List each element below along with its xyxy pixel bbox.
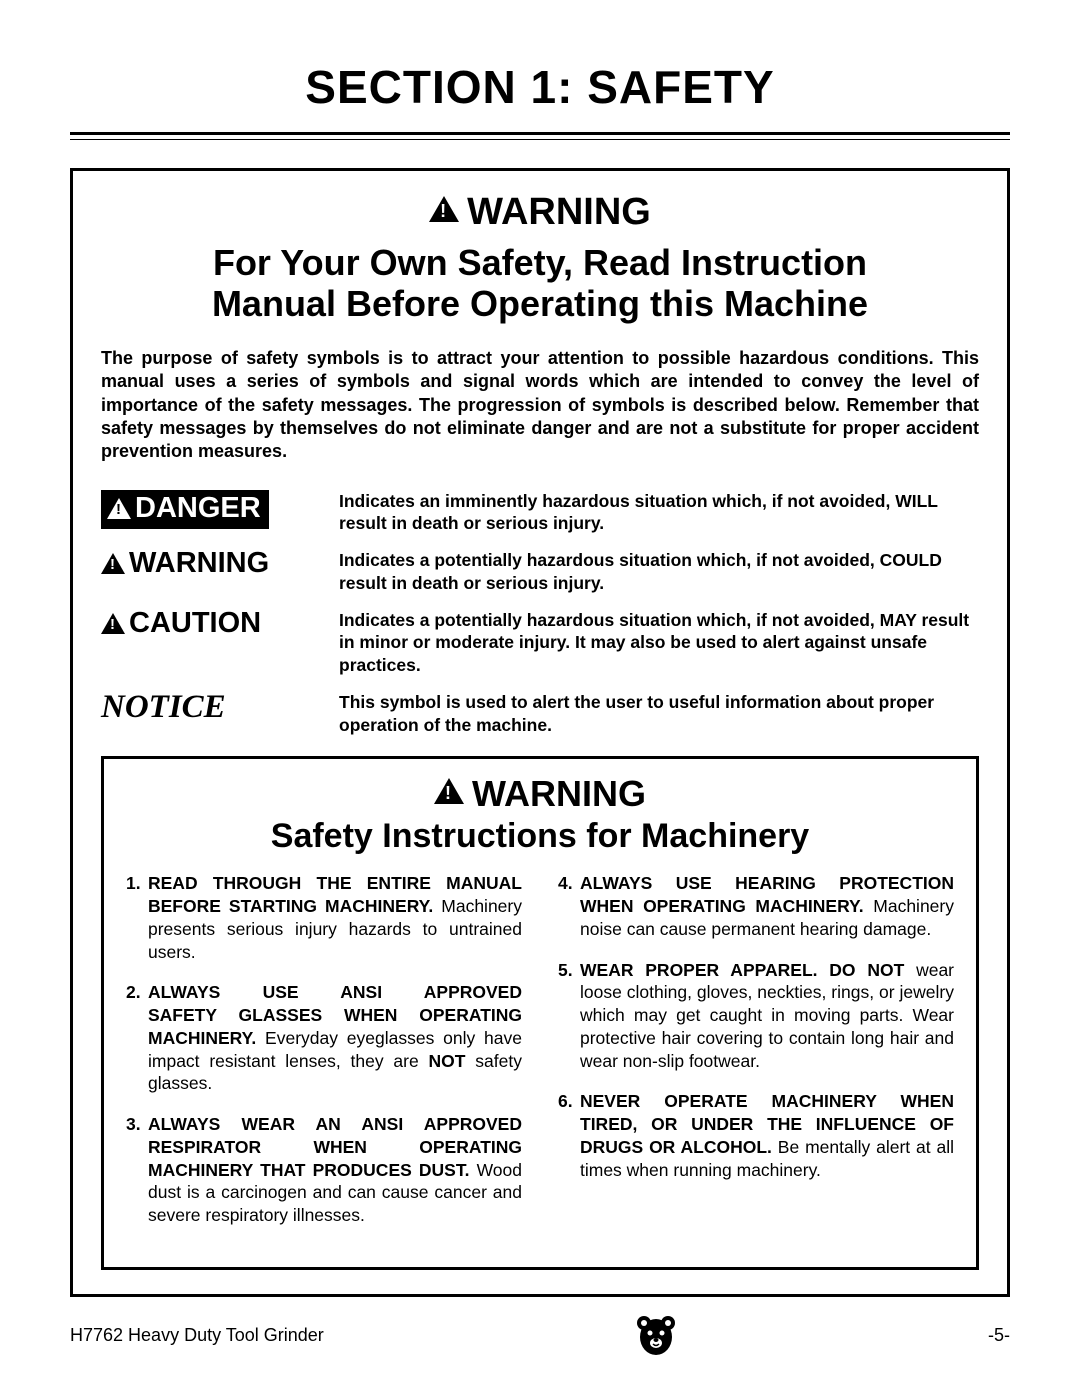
inst-title-line: MACHINERY THAT PRODUCES DUST. — [148, 1160, 469, 1180]
bear-logo-icon — [632, 1311, 680, 1359]
subhead-line2: Manual Before Operating this Machine — [101, 283, 979, 324]
symbol-row-caution: CAUTION Indicates a potentially hazardou… — [101, 609, 979, 677]
symbol-row-warning: WARNING Indicates a potentially hazardou… — [101, 549, 979, 595]
notice-desc: This symbol is used to alert the user to… — [339, 691, 979, 737]
page-footer: H7762 Heavy Duty Tool Grinder -5- — [70, 1311, 1010, 1359]
inst-title-line: SAFETY GLASSES WHEN OPERATING — [148, 1004, 522, 1027]
left-column: 1. READ THROUGH THE ENTIRE MANUAL BEFORE… — [126, 872, 522, 1245]
instructions-box: WARNING Safety Instructions for Machiner… — [101, 756, 979, 1270]
danger-desc: Indicates an imminently hazardous situat… — [339, 490, 979, 536]
inst-num: 5. — [558, 959, 580, 1073]
right-column: 4. ALWAYS USE HEARING PROTECTION WHEN OP… — [558, 872, 954, 1245]
warning-label: WARNING — [467, 191, 651, 234]
inst-num: 4. — [558, 872, 580, 940]
warning-heading: WARNING — [101, 191, 979, 234]
notice-label: NOTICE — [101, 691, 323, 724]
inst-title-line: ALWAYS USE HEARING PROTECTION — [580, 872, 954, 895]
inst-num: 3. — [126, 1113, 148, 1227]
inst-num: 2. — [126, 981, 148, 1095]
caution-desc: Indicates a potentially hazardous situat… — [339, 609, 979, 677]
footer-left: H7762 Heavy Duty Tool Grinder — [70, 1325, 324, 1346]
warning-triangle-icon — [101, 553, 125, 574]
inner-warning-heading: WARNING — [126, 773, 954, 815]
safety-subhead: For Your Own Safety, Read Instruction Ma… — [101, 242, 979, 325]
subhead-line1: For Your Own Safety, Read Instruction — [101, 242, 979, 283]
instruction-5: 5. WEAR PROPER APPAREL. DO NOT wear loos… — [558, 959, 954, 1073]
caution-label: CAUTION — [101, 609, 323, 638]
inst-num: 6. — [558, 1090, 580, 1181]
inst-title-line: ALWAYS WEAR AN ANSI APPROVED — [148, 1113, 522, 1136]
warning-desc: Indicates a potentially hazardous situat… — [339, 549, 979, 595]
inst-title-line: WEAR PROPER APPAREL. DO NOT — [580, 960, 904, 980]
instructions-columns: 1. READ THROUGH THE ENTIRE MANUAL BEFORE… — [126, 872, 954, 1245]
instruction-4: 4. ALWAYS USE HEARING PROTECTION WHEN OP… — [558, 872, 954, 940]
inst-title-line: RESPIRATOR WHEN OPERATING — [148, 1136, 522, 1159]
inst-title-line: BEFORE STARTING MACHINERY. — [148, 896, 433, 916]
symbol-row-notice: NOTICE This symbol is used to alert the … — [101, 691, 979, 737]
warning-symbol-label: WARNING — [101, 549, 323, 578]
inst-num: 1. — [126, 872, 148, 963]
footer-right: -5- — [988, 1325, 1010, 1346]
warning-triangle-icon — [429, 196, 459, 222]
symbol-row-danger: DANGER Indicates an imminently hazardous… — [101, 490, 979, 536]
intro-paragraph: The purpose of safety symbols is to attr… — [101, 347, 979, 464]
instruction-3: 3. ALWAYS WEAR AN ANSI APPROVED RESPIRAT… — [126, 1113, 522, 1227]
danger-triangle-icon — [107, 498, 131, 519]
notice-text: NOTICE — [101, 691, 226, 724]
safety-box: WARNING For Your Own Safety, Read Instru… — [70, 168, 1010, 1297]
inst-bold: NOT — [429, 1051, 466, 1071]
instructions-title: Safety Instructions for Machinery — [126, 817, 954, 856]
caution-triangle-icon — [101, 613, 125, 634]
instruction-2: 2. ALWAYS USE ANSI APPROVED SAFETY GLASS… — [126, 981, 522, 1095]
inner-warning-label: WARNING — [472, 773, 646, 815]
danger-text: DANGER — [135, 494, 261, 523]
inst-title-line: DRUGS OR ALCOHOL. — [580, 1137, 772, 1157]
section-rule — [70, 132, 1010, 140]
inst-title-line: TIRED, OR UNDER THE INFLUENCE OF — [580, 1113, 954, 1136]
instruction-6: 6. NEVER OPERATE MACHINERY WHEN TIRED, O… — [558, 1090, 954, 1181]
inst-title-line: WHEN OPERATING MACHINERY. — [580, 896, 864, 916]
inst-title-line: ALWAYS USE ANSI APPROVED — [148, 981, 522, 1004]
instruction-1: 1. READ THROUGH THE ENTIRE MANUAL BEFORE… — [126, 872, 522, 963]
inst-title-line: NEVER OPERATE MACHINERY WHEN — [580, 1090, 954, 1113]
inner-warning-triangle-icon — [434, 778, 464, 804]
danger-label: DANGER — [101, 490, 323, 529]
section-title: SECTION 1: SAFETY — [70, 60, 1010, 114]
warning-symbol-text: WARNING — [129, 549, 269, 578]
caution-text: CAUTION — [129, 609, 261, 638]
inst-title-line: READ THROUGH THE ENTIRE MANUAL — [148, 872, 522, 895]
inst-title-line: MACHINERY. — [148, 1028, 256, 1048]
